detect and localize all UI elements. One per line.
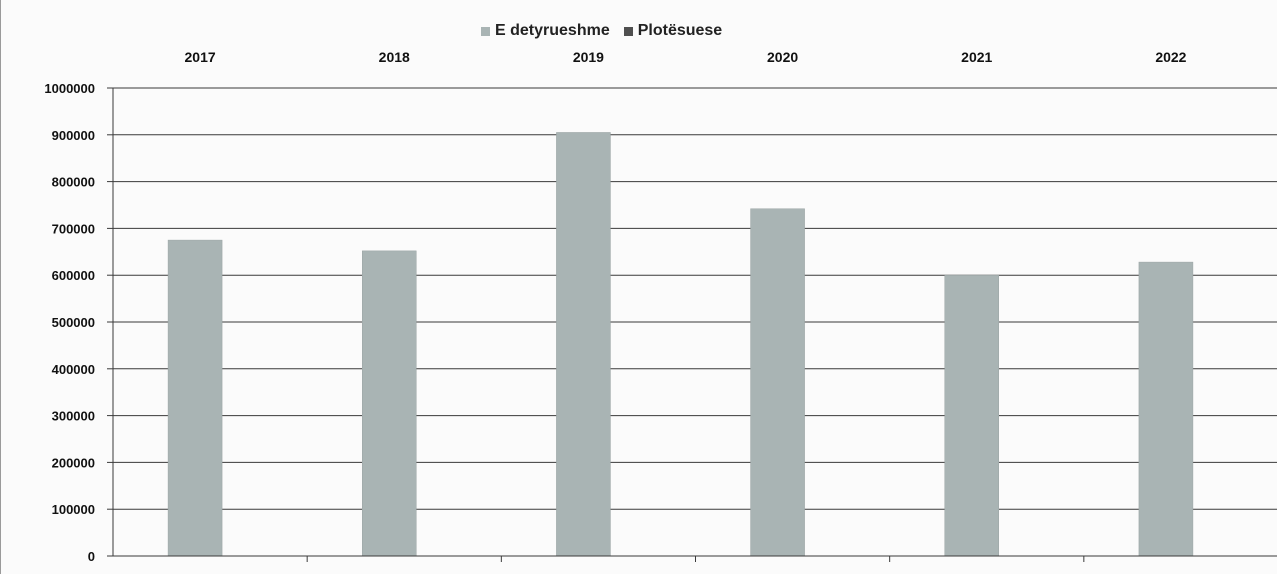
bar-2017 (167, 239, 223, 557)
legend-swatch-plotesuese (623, 26, 633, 36)
category-label-2021: 2021 (961, 49, 992, 65)
y-tick-label-900000: 900000 (52, 128, 95, 143)
legend-swatch-e-detyrueshme (481, 26, 490, 36)
bar-2019 (556, 132, 611, 557)
legend-item-e-detyrueshme: E detyrueshme (481, 22, 610, 40)
y-tick-label-0: 0 (88, 549, 95, 564)
bar-2018 (362, 250, 417, 557)
category-label-2019: 2019 (573, 49, 604, 65)
category-label-2018: 2018 (379, 49, 410, 65)
y-tick-label-400000: 400000 (52, 362, 95, 377)
legend-label-e-detyrueshme: E detyrueshme (495, 22, 610, 39)
y-tick-label-200000: 200000 (52, 455, 95, 470)
bar-2021 (944, 274, 999, 557)
y-tick-label-600000: 600000 (52, 268, 95, 283)
y-tick-label-500000: 500000 (52, 315, 95, 330)
y-tick-label-1000000: 1000000 (44, 81, 95, 96)
y-tick-label-100000: 100000 (52, 502, 95, 517)
bar-2020 (750, 208, 805, 557)
legend-label-plotesuese: Plotësuese (637, 22, 723, 39)
category-label-2022: 2022 (1155, 49, 1186, 65)
category-label-2017: 2017 (185, 49, 216, 65)
y-tick-label-300000: 300000 (52, 409, 95, 424)
y-tick-label-800000: 800000 (52, 175, 95, 190)
legend-item-plotesuese: Plotësuese (623, 22, 723, 40)
bar-2022 (1138, 261, 1194, 557)
chart-legend: E detyrueshme Plotësuese (481, 22, 722, 40)
category-label-2020: 2020 (767, 49, 798, 65)
y-tick-label-700000: 700000 (52, 221, 95, 236)
